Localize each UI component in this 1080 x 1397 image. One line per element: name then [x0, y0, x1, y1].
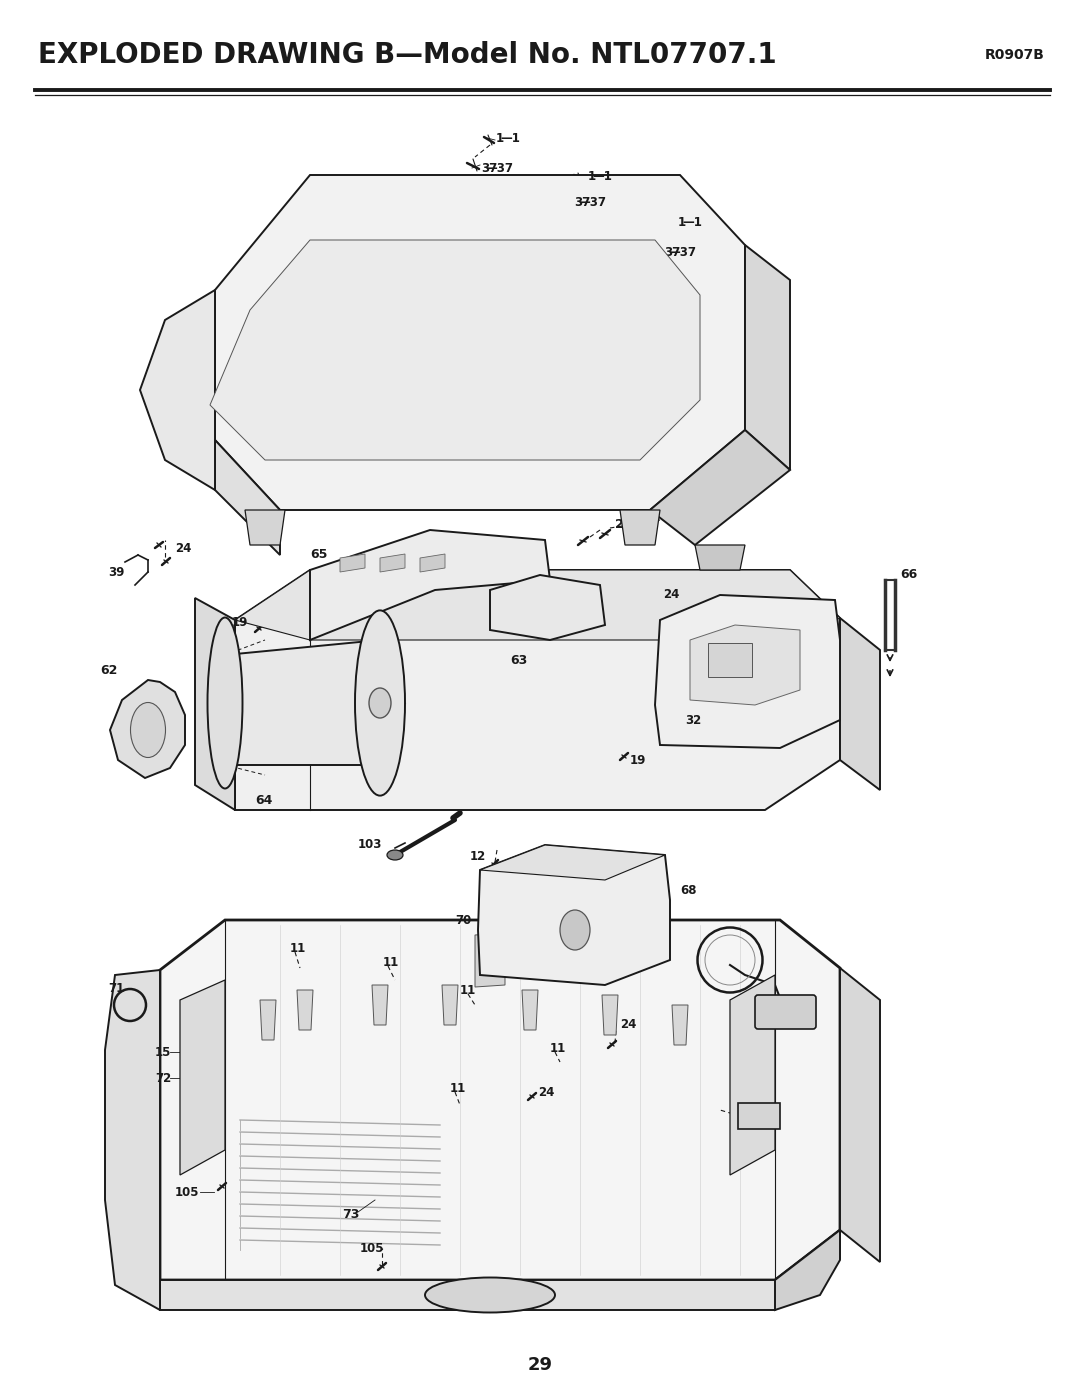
Polygon shape	[490, 576, 605, 640]
Polygon shape	[210, 240, 700, 460]
FancyBboxPatch shape	[755, 995, 816, 1030]
Polygon shape	[745, 244, 789, 469]
Polygon shape	[195, 598, 235, 810]
Text: 68: 68	[680, 883, 697, 897]
Polygon shape	[160, 921, 840, 1280]
Text: —1: —1	[592, 169, 612, 183]
Text: 24: 24	[620, 1018, 636, 1031]
Text: 11: 11	[550, 1042, 566, 1055]
Text: —1: —1	[500, 131, 519, 144]
Polygon shape	[260, 1000, 276, 1039]
Text: 103: 103	[357, 838, 382, 852]
Text: 37: 37	[664, 246, 680, 260]
Polygon shape	[602, 995, 618, 1035]
Polygon shape	[310, 529, 550, 640]
Polygon shape	[245, 510, 285, 545]
Text: —37: —37	[485, 162, 513, 175]
Text: 11: 11	[460, 983, 476, 996]
Polygon shape	[840, 617, 880, 789]
Text: 1: 1	[496, 131, 504, 144]
Text: 37: 37	[481, 162, 497, 175]
Text: 37: 37	[573, 197, 591, 210]
Polygon shape	[215, 175, 745, 510]
Text: 29: 29	[527, 1356, 553, 1375]
Text: 66: 66	[900, 569, 917, 581]
Text: 11: 11	[383, 956, 400, 968]
Text: —1: —1	[681, 215, 702, 229]
Text: 12: 12	[470, 849, 486, 862]
Polygon shape	[225, 640, 380, 766]
Polygon shape	[380, 555, 405, 571]
Text: 1: 1	[588, 169, 596, 183]
Text: 65: 65	[310, 549, 327, 562]
Ellipse shape	[426, 1277, 555, 1313]
Text: 11: 11	[291, 942, 307, 954]
Text: 24: 24	[175, 542, 191, 555]
Polygon shape	[340, 555, 365, 571]
Text: 39: 39	[108, 566, 124, 578]
Text: 69: 69	[800, 999, 816, 1011]
Polygon shape	[620, 510, 660, 545]
Polygon shape	[235, 570, 840, 640]
Text: 24: 24	[663, 588, 679, 602]
Text: R0907B: R0907B	[985, 47, 1045, 61]
Polygon shape	[297, 990, 313, 1030]
Text: 15: 15	[156, 1045, 172, 1059]
Ellipse shape	[355, 610, 405, 796]
Text: 72: 72	[156, 1071, 172, 1084]
Polygon shape	[180, 981, 225, 1175]
Polygon shape	[420, 555, 445, 571]
Polygon shape	[775, 1229, 840, 1310]
Polygon shape	[372, 985, 388, 1025]
Text: —37: —37	[578, 197, 606, 210]
Polygon shape	[672, 1004, 688, 1045]
Polygon shape	[215, 440, 280, 555]
Text: 19: 19	[630, 753, 646, 767]
Text: 62: 62	[100, 664, 118, 676]
Polygon shape	[478, 845, 670, 985]
Text: 67: 67	[620, 883, 636, 897]
Polygon shape	[730, 975, 775, 1175]
Polygon shape	[160, 1229, 840, 1310]
Polygon shape	[235, 570, 840, 810]
Polygon shape	[690, 624, 800, 705]
Text: 105: 105	[360, 1242, 384, 1255]
Polygon shape	[654, 595, 840, 747]
Text: 24: 24	[538, 1087, 554, 1099]
Ellipse shape	[207, 617, 243, 788]
Ellipse shape	[387, 849, 403, 861]
FancyBboxPatch shape	[708, 643, 752, 678]
Text: 26: 26	[615, 518, 633, 531]
Text: 73: 73	[342, 1208, 360, 1221]
Ellipse shape	[131, 703, 165, 757]
Polygon shape	[105, 970, 160, 1310]
Polygon shape	[840, 968, 880, 1261]
Text: —37: —37	[669, 246, 696, 260]
Text: 28: 28	[762, 1101, 780, 1115]
Ellipse shape	[561, 909, 590, 950]
Text: EXPLODED DRAWING B—Model No. NTL07707.1: EXPLODED DRAWING B—Model No. NTL07707.1	[38, 41, 777, 68]
Polygon shape	[480, 845, 665, 880]
Polygon shape	[522, 990, 538, 1030]
Text: 19: 19	[232, 616, 248, 629]
Polygon shape	[140, 291, 215, 490]
FancyBboxPatch shape	[738, 1104, 780, 1129]
Text: 64: 64	[255, 793, 272, 806]
Text: 70: 70	[455, 914, 471, 926]
Polygon shape	[696, 545, 745, 570]
Text: 63: 63	[510, 654, 527, 666]
Polygon shape	[442, 985, 458, 1025]
Text: 32: 32	[685, 714, 701, 726]
Polygon shape	[650, 430, 789, 545]
Text: 61: 61	[400, 439, 418, 451]
Text: 1: 1	[678, 215, 686, 229]
Text: 11: 11	[450, 1081, 467, 1094]
Text: 105: 105	[175, 1186, 200, 1199]
Ellipse shape	[369, 687, 391, 718]
Text: 71: 71	[108, 982, 124, 995]
Polygon shape	[110, 680, 185, 778]
Polygon shape	[475, 933, 505, 988]
